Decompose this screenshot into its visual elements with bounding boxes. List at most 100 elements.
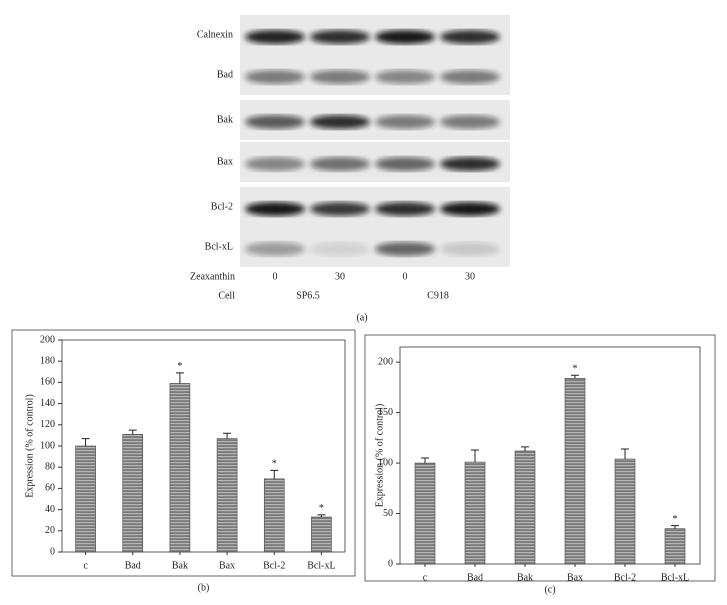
blot-band — [310, 30, 370, 44]
blot-band — [310, 70, 370, 84]
y-tick-label: 200 — [40, 334, 55, 345]
x-tick-label: Bak — [517, 572, 533, 583]
blot-band — [310, 115, 370, 129]
blot-band — [375, 70, 435, 84]
blot-band — [440, 30, 500, 44]
caption: (a) — [356, 312, 367, 323]
error-bar — [317, 514, 326, 518]
plot-area — [399, 346, 701, 565]
y-tick-label: 120 — [40, 419, 55, 430]
bar — [464, 461, 486, 565]
bar — [311, 516, 332, 553]
y-tick-label: 40 — [45, 504, 55, 515]
y-tick-label: 150 — [378, 407, 393, 418]
blot-band — [375, 30, 435, 44]
bar — [75, 445, 96, 553]
error-bar — [223, 432, 232, 439]
y-tick-label: 60 — [45, 483, 55, 494]
x-tick-label: Bak — [172, 560, 188, 571]
cell-name: SP6.5 — [296, 290, 320, 301]
significance-marker: * — [319, 503, 324, 514]
y-tick-label: 100 — [40, 440, 55, 451]
blot-band — [310, 157, 370, 171]
blot-band — [440, 157, 500, 171]
error-bar — [571, 374, 579, 379]
y-tick-label: 0 — [50, 546, 55, 557]
y-axis-label: Expression (% of control) — [24, 394, 35, 498]
blot-band — [245, 157, 305, 171]
blot-row-label: Bad — [217, 69, 233, 80]
bar — [169, 383, 191, 553]
blot-band — [440, 115, 500, 129]
x-tick-label: Bad — [125, 560, 141, 571]
x-tick-label: Bax — [219, 560, 235, 571]
blot-band — [375, 242, 435, 256]
y-tick-label: 100 — [378, 457, 393, 468]
error-bar — [471, 449, 479, 463]
blot-band — [310, 202, 370, 216]
blot-band — [440, 242, 500, 256]
bar — [514, 450, 536, 565]
x-tick-label: Bax — [567, 572, 583, 583]
error-bar — [421, 457, 429, 464]
bar — [414, 462, 436, 565]
caption: (c) — [544, 584, 555, 595]
y-tick-label: 200 — [378, 356, 393, 367]
x-tick-label: c — [423, 572, 428, 583]
blot-band — [375, 157, 435, 171]
blot-band — [375, 202, 435, 216]
blot-band — [440, 70, 500, 84]
dose-label: 0 — [273, 271, 278, 282]
error-bar — [621, 448, 629, 460]
plot-area — [61, 339, 346, 553]
blot-band — [440, 202, 500, 216]
y-tick-label: 20 — [45, 525, 55, 536]
error-bar — [128, 429, 137, 435]
bar — [263, 478, 285, 553]
cell-label: Cell — [218, 290, 235, 301]
y-tick-label: 50 — [383, 508, 393, 519]
blot-band — [245, 242, 305, 256]
bar — [564, 377, 586, 565]
bar — [216, 438, 238, 553]
treatment-label: Zeaxanthin — [190, 271, 235, 282]
bar — [614, 458, 636, 565]
caption: (b) — [198, 582, 210, 593]
blot-row-label: Bcl-2 — [211, 201, 233, 212]
dose-label: 0 — [403, 271, 408, 282]
dose-label: 30 — [335, 271, 345, 282]
significance-marker: * — [177, 361, 182, 372]
dose-label: 30 — [465, 271, 475, 282]
blot-band — [375, 115, 435, 129]
y-axis-label: Expression (% of control) — [374, 404, 385, 508]
blot-row-label: Bak — [217, 114, 233, 125]
x-tick-label: c — [83, 560, 88, 571]
blot-band — [245, 115, 305, 129]
error-bar — [521, 446, 529, 451]
blot-band — [245, 70, 305, 84]
blot-band — [310, 242, 370, 256]
blot-row-label: Bax — [217, 156, 233, 167]
blot-row-label: Calnexin — [197, 29, 233, 40]
bar — [664, 528, 686, 565]
x-tick-label: Bcl-2 — [614, 572, 636, 583]
blot-band — [245, 30, 305, 44]
bar — [122, 434, 144, 553]
significance-marker: * — [272, 459, 277, 470]
error-bar — [81, 438, 90, 446]
x-tick-label: Bcl-xL — [307, 560, 335, 571]
y-tick-label: 140 — [40, 398, 55, 409]
x-tick-label: Bcl-2 — [263, 560, 285, 571]
x-tick-label: Bad — [467, 572, 483, 583]
blot-band — [245, 202, 305, 216]
blot-row-label: Bcl-xL — [205, 241, 233, 252]
cell-name: C918 — [427, 290, 449, 301]
error-bar — [270, 469, 279, 479]
panel-b-frame — [11, 329, 356, 577]
panel-c-frame — [364, 334, 716, 582]
y-tick-label: 0 — [388, 558, 393, 569]
x-tick-label: Bcl-xL — [661, 572, 689, 583]
y-tick-label: 80 — [45, 461, 55, 472]
error-bar — [671, 525, 679, 529]
